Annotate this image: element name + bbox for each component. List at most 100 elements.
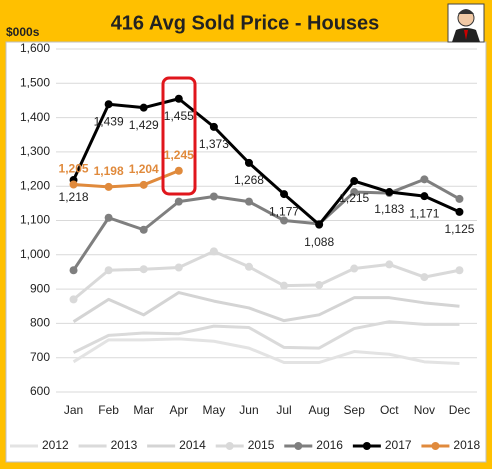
data-label: 1,215 [339, 191, 369, 205]
data-label: 1,429 [129, 118, 159, 132]
x-tick-label: Sep [344, 403, 366, 417]
x-tick-label: Jun [239, 403, 258, 417]
y-tick-label: 1,100 [20, 213, 50, 227]
series-line [72, 97, 461, 227]
data-label: 1,455 [164, 109, 194, 123]
point [350, 264, 359, 273]
legend-label: 2014 [179, 438, 206, 452]
highlight-box [161, 76, 197, 196]
x-tick-label: Apr [169, 403, 188, 417]
data-label: 1,204 [129, 162, 159, 176]
data-label: 1,198 [94, 164, 124, 178]
point [104, 213, 113, 222]
point [209, 122, 218, 131]
legend-marker [362, 442, 371, 450]
point [455, 207, 464, 216]
point [280, 216, 289, 225]
legend-marker [294, 442, 303, 450]
series-line [72, 177, 461, 272]
y-tick-label: 900 [30, 281, 50, 295]
x-tick-label: Feb [98, 403, 119, 417]
data-label: 1,218 [59, 190, 89, 204]
data-label: 1,125 [444, 222, 474, 236]
data-label: 1,088 [304, 235, 334, 249]
legend-marker [225, 442, 234, 450]
point [139, 265, 148, 274]
y-tick-label: 1,000 [20, 247, 50, 261]
legend-label: 2012 [42, 438, 69, 452]
point [315, 220, 324, 229]
data-label: 1,177 [269, 204, 299, 218]
plot-panel [5, 41, 487, 463]
point [420, 192, 429, 201]
x-tick-label: Jan [64, 403, 83, 417]
series-line [72, 249, 460, 301]
data-label: 1,245 [164, 148, 194, 162]
point [315, 280, 324, 289]
data-label: 1,268 [234, 173, 264, 187]
legend-marker [431, 442, 440, 450]
data-label: 1,439 [94, 114, 124, 128]
y-tick-label: 1,600 [20, 41, 50, 55]
point [104, 266, 113, 275]
point [174, 166, 183, 175]
x-tick-label: Nov [414, 403, 435, 417]
point [280, 190, 289, 199]
point [104, 182, 113, 191]
point [455, 266, 464, 275]
point [244, 197, 253, 206]
point [420, 175, 429, 184]
series-line [72, 291, 460, 323]
data-label: 1,373 [199, 137, 229, 151]
series-line [73, 169, 180, 189]
point [244, 262, 253, 271]
point [174, 197, 183, 206]
point [139, 103, 148, 112]
point [139, 225, 148, 234]
legend-label: 2017 [385, 438, 412, 452]
point [244, 158, 253, 167]
point [385, 260, 394, 269]
y-tick-label: 1,400 [20, 110, 50, 124]
series-line [72, 320, 460, 354]
point [385, 188, 394, 197]
legend-label: 2013 [111, 438, 138, 452]
point [209, 192, 218, 201]
data-label: 1,171 [409, 206, 439, 220]
point [280, 281, 289, 290]
legend-label: 2016 [316, 438, 343, 452]
point [139, 180, 148, 189]
point [174, 263, 183, 272]
x-tick-label: Dec [449, 403, 470, 417]
legend-label: 2015 [248, 438, 275, 452]
point [174, 94, 183, 103]
legend-label: 2018 [453, 438, 480, 452]
y-tick-label: 600 [30, 384, 50, 398]
data-label: 1,183 [374, 202, 404, 216]
y-tick-label: 1,200 [20, 178, 50, 192]
point [69, 295, 78, 304]
chart-title: 416 Avg Sold Price - Houses [111, 12, 380, 34]
point [209, 247, 218, 256]
x-tick-label: May [203, 403, 226, 417]
point [420, 273, 429, 282]
x-tick-label: Jul [276, 403, 291, 417]
y-tick-label: 800 [30, 316, 50, 330]
series-line [72, 337, 460, 366]
x-tick-label: Aug [308, 403, 329, 417]
x-tick-label: Oct [380, 403, 399, 417]
y-tick-label: 700 [30, 350, 50, 364]
x-tick-label: Mar [133, 403, 154, 417]
y-tick-label: 1,300 [20, 144, 50, 158]
point [69, 266, 78, 275]
data-label: 1,205 [59, 162, 89, 176]
y-tick-label: 1,500 [20, 75, 50, 89]
point [350, 188, 359, 197]
y-axis-label: $000s [6, 25, 40, 39]
point [455, 194, 464, 203]
point [69, 180, 78, 189]
avatar [447, 3, 485, 43]
point [104, 100, 113, 109]
point [350, 177, 359, 186]
